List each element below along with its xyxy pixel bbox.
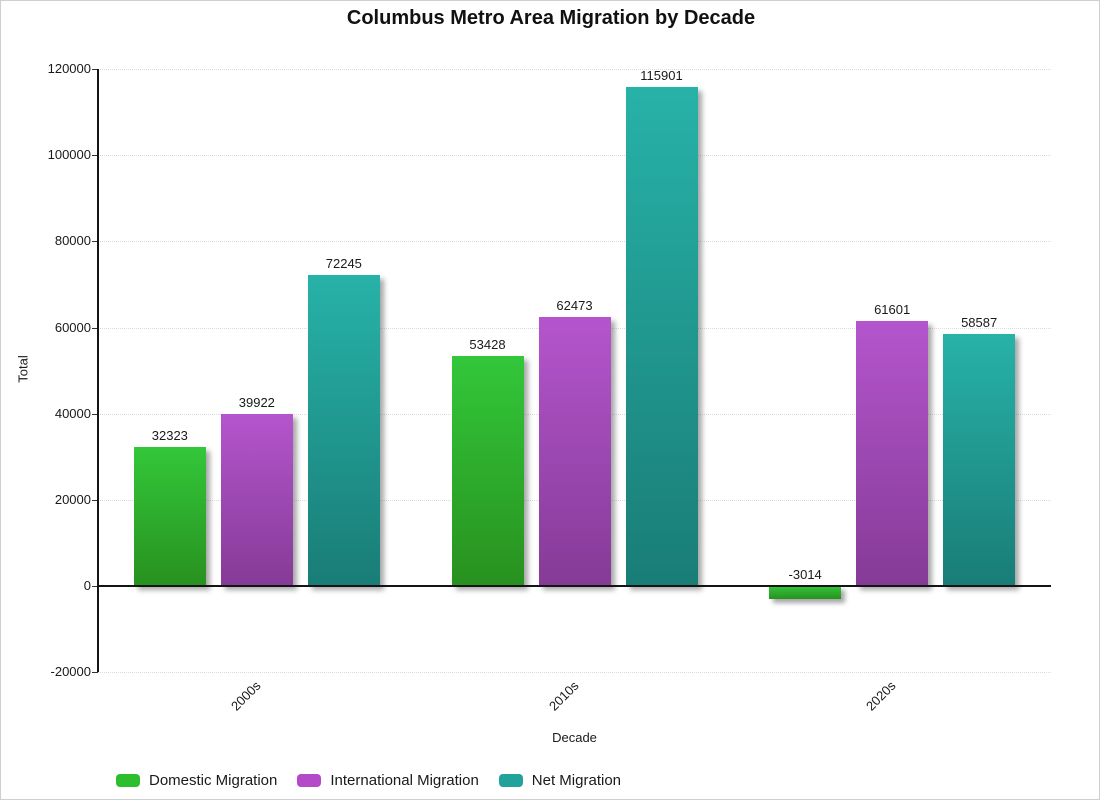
gridline [98,241,1051,243]
bar-domestic-migration [451,355,524,586]
legend-swatch [297,774,322,787]
x-axis-label: Decade [552,730,597,745]
bar-value-label: 115901 [640,67,683,83]
bar-value-label: 39922 [238,395,275,410]
bar-international-migration [538,316,611,586]
y-tick-label: 60000 [54,319,91,335]
legend-item-domestic-migration[interactable]: Domestic Migration [116,772,277,789]
chart-title: Columbus Metro Area Migration by Decade [346,7,756,29]
y-axis-tick [92,155,98,157]
y-axis-tick [92,241,98,243]
y-axis-tick [92,413,98,415]
x-tick-label: 2010s [545,678,582,714]
y-axis-tick [92,327,98,329]
bar-domestic-migration [769,586,842,599]
y-axis-line [97,69,99,672]
bar-value-label: 58587 [961,314,998,330]
legend: Domestic Migration International Migratio… [116,772,621,789]
y-tick-label: 40000 [54,405,91,421]
y-tick-label: 80000 [54,233,91,249]
y-axis-label: Total [15,355,31,383]
y-tick-label: 0 [83,578,91,593]
bar-value-label: 72245 [325,255,362,271]
bar-net-migration [625,86,698,586]
y-tick-label: 120000 [47,61,91,76]
y-axis-tick [92,499,98,501]
gridline [98,69,1051,70]
x-tick-label: 2000s [227,678,264,714]
gridline [98,155,1051,157]
legend-label: Domestic Migration [149,772,278,789]
bar-net-migration [943,333,1016,586]
bar-value-label: 62473 [556,297,593,313]
y-axis-tick [92,672,98,674]
legend-swatch [116,774,140,787]
bar-international-migration [856,320,929,586]
bar-net-migration [307,274,380,586]
legend-item-international-migration[interactable]: International Migration [297,772,479,789]
bar-value-label: 32323 [151,427,188,443]
y-tick-label: 100000 [47,147,91,163]
legend-label: Net Migration [531,772,621,789]
y-axis-tick [92,586,98,587]
y-axis-tick [92,69,98,70]
y-tick-label: 20000 [54,491,91,507]
legend-label: International Migration [330,772,479,789]
legend-swatch [498,774,523,787]
x-tick-label: 2020s [863,678,899,714]
bar-domestic-migration [133,446,206,586]
legend-item-net-migration[interactable]: Net Migration [498,772,621,789]
y-tick-label: -20000 [50,664,91,680]
x-axis-zero-line [97,585,1051,587]
bar-value-label: -3014 [788,567,822,582]
bar-value-label: 61601 [874,301,911,317]
bar-value-label: 53428 [469,336,506,352]
gridline [98,672,1051,674]
bar-international-migration [220,414,293,586]
